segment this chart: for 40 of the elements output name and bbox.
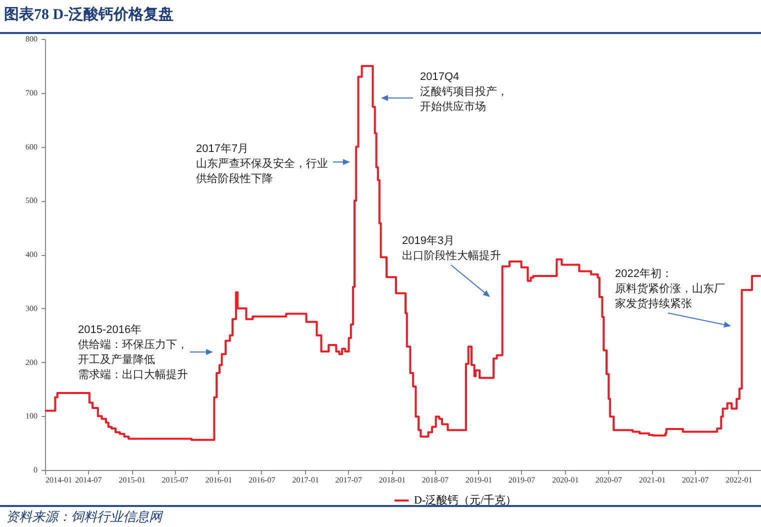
- x-tick-label: 2022-01: [726, 476, 752, 484]
- text: 资料来源：饲料行业信息网: [6, 508, 162, 526]
- annotation: 需求端：出口大幅提升: [78, 368, 188, 383]
- x-tick-label: 2016-07: [248, 476, 276, 484]
- x-tick-label: 2021-07: [682, 476, 709, 484]
- y-tick-label: 700: [26, 88, 38, 98]
- x-tick-label: 2016-01: [205, 476, 232, 484]
- y-tick-label: 200: [26, 358, 38, 367]
- annotation: 2022年初：: [615, 267, 672, 282]
- x-tick-label: 2020-01: [552, 476, 579, 484]
- y-tick-label: 500: [26, 196, 38, 206]
- y-tick-label: 400: [26, 250, 38, 259]
- annotation: 泛酸钙项目投产，开始供应市场: [420, 85, 509, 115]
- annotation: 出口阶段性大幅提升: [402, 249, 501, 264]
- x-tick-label: 2017-01: [292, 476, 319, 484]
- x-tick-label: 2014-07: [75, 476, 102, 484]
- x-tick-label: 2015-07: [162, 476, 188, 484]
- x-tick-label: 2018-07: [422, 476, 449, 484]
- annotation: 2017年7月: [196, 142, 249, 157]
- annotation: 2015-2016年: [78, 323, 142, 338]
- y-tick-label: 800: [26, 34, 38, 44]
- x-tick-label: 2020-07: [595, 476, 622, 484]
- annotation: 山东严查环保及安全，行业供给阶段性下降: [196, 157, 329, 187]
- x-tick-label: 2021-01: [638, 476, 666, 484]
- annotation: 2017Q4: [420, 70, 460, 85]
- y-tick-label: 100: [26, 412, 38, 421]
- y-tick-label: 0: [34, 466, 38, 474]
- x-tick-label: 2018-01: [378, 476, 406, 484]
- y-tick-label: 600: [26, 142, 38, 152]
- x-tick-label: 2014-01: [46, 476, 72, 484]
- legend-label: D-泛酸钙（元/千克）: [414, 494, 517, 506]
- annotation: 原料货紧价涨，山东厂家发货持续紧张: [615, 282, 726, 312]
- y-tick-label: 300: [26, 304, 38, 313]
- annotation: 2019年3月: [402, 234, 455, 249]
- annotation: 供给端：环保压力下，开工及产量降低: [78, 338, 189, 368]
- x-tick-label: 2019-01: [466, 476, 492, 484]
- x-tick-label: 2019-07: [508, 476, 536, 484]
- x-tick-label: 2015-01: [118, 476, 146, 484]
- x-tick-label: 2017-07: [335, 476, 362, 484]
- chart-title: 图表78 D-泛酸钙价格复盘: [4, 5, 174, 24]
